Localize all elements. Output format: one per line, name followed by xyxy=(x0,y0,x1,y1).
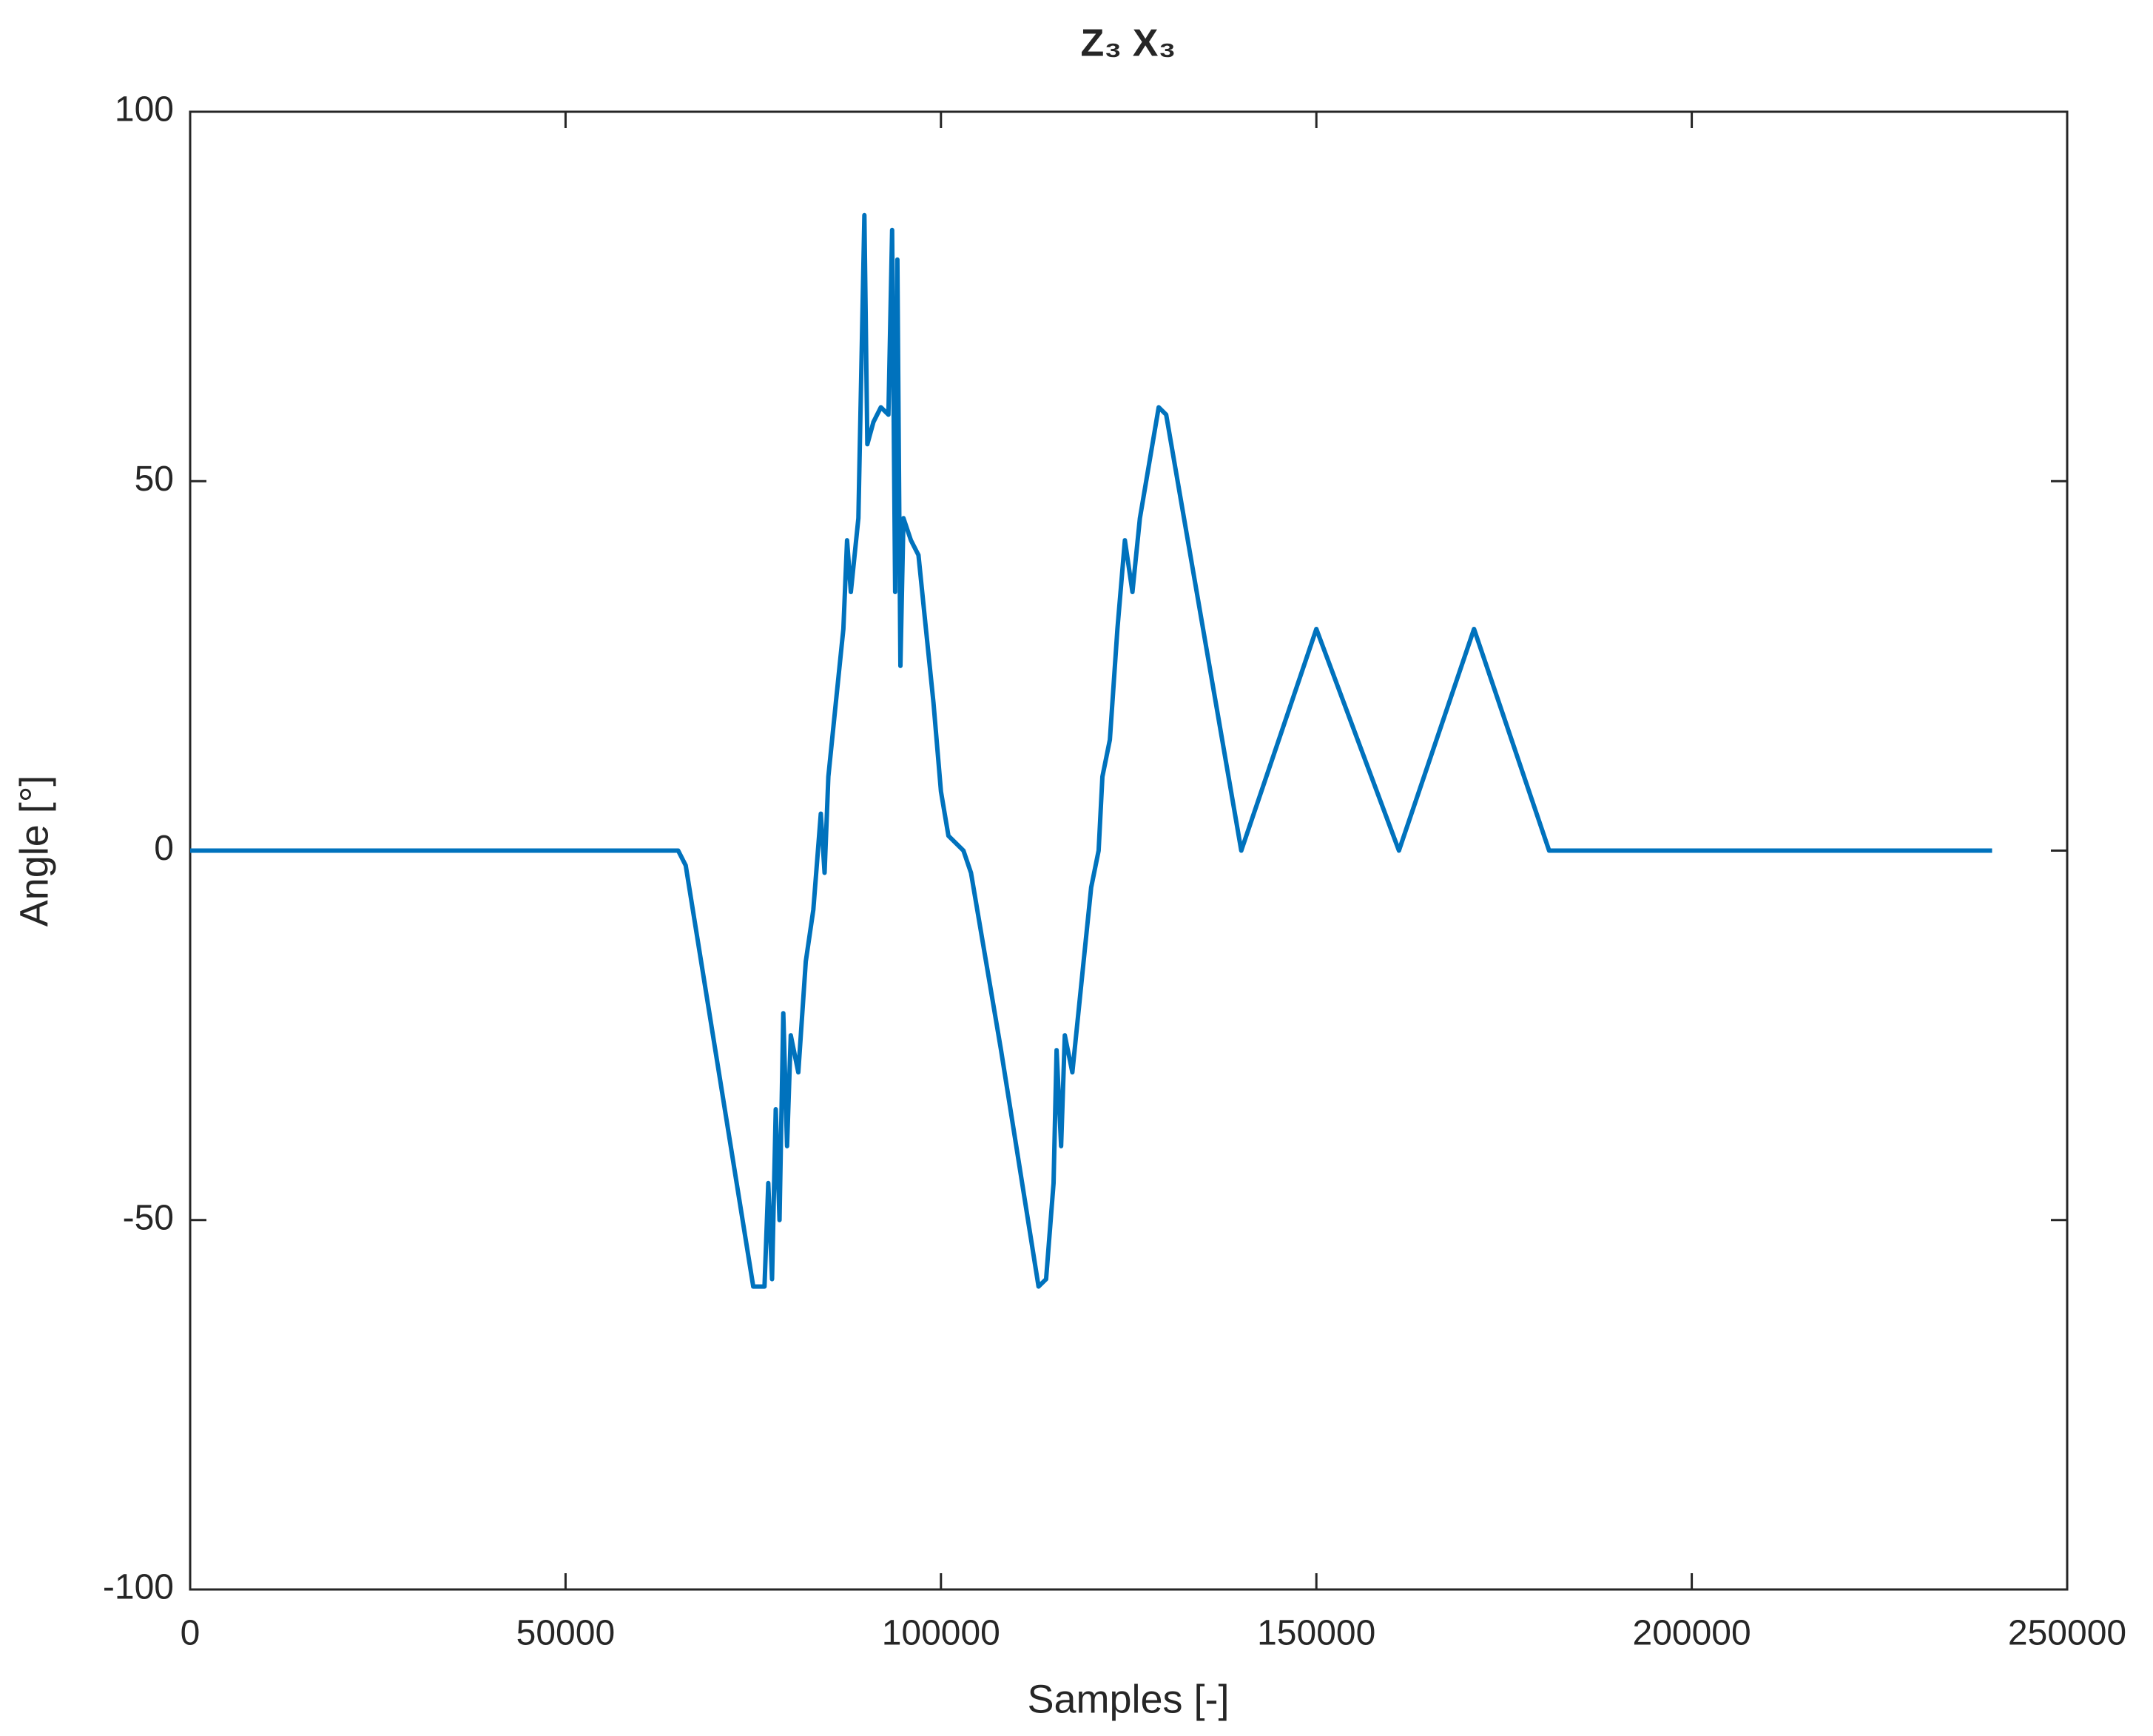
x-tick-label: 50000 xyxy=(516,1614,615,1653)
y-tick-label: 50 xyxy=(135,460,174,499)
x-axis-label: Samples [-] xyxy=(1027,1677,1229,1721)
x-tick-label: 100000 xyxy=(882,1614,1000,1653)
x-tick-label: 0 xyxy=(181,1614,201,1653)
x-tick-label: 200000 xyxy=(1633,1614,1751,1653)
y-tick-label: -50 xyxy=(123,1198,174,1237)
x-tick-label: 150000 xyxy=(1257,1614,1375,1653)
y-tick-label: 100 xyxy=(115,90,174,129)
x-tick-label: 250000 xyxy=(2008,1614,2126,1653)
y-axis-label: Angle [°] xyxy=(12,776,56,927)
y-tick-label: -100 xyxy=(103,1568,174,1607)
data-line xyxy=(190,212,1992,1289)
chart-title: Z₃ X₃ xyxy=(1081,22,1176,65)
y-tick-label: 0 xyxy=(154,829,174,868)
